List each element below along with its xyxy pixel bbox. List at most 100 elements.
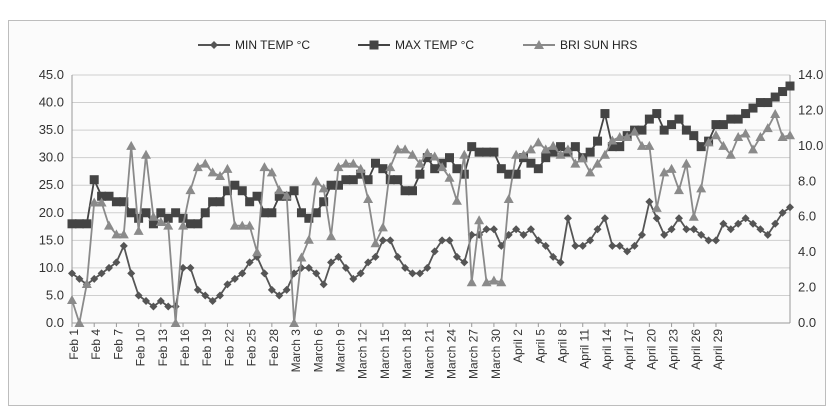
x-tick-label: Feb 19 (200, 329, 214, 367)
data-point-triangle (355, 163, 366, 173)
data-point-diamond (119, 241, 128, 250)
data-point-diamond (438, 236, 447, 245)
data-point-diamond (149, 302, 158, 311)
data-point-diamond (319, 280, 328, 289)
data-point-square (215, 197, 225, 207)
data-point-triangle (392, 144, 403, 154)
data-point-triangle (585, 167, 596, 177)
data-point-diamond (341, 263, 350, 272)
data-point-triangle (548, 140, 559, 150)
data-point-triangle (81, 279, 92, 289)
data-point-triangle (215, 170, 226, 180)
data-point-triangle (348, 158, 359, 168)
y-right-tick-label: 10.0 (798, 138, 823, 153)
data-point-diamond (541, 241, 550, 250)
data-point-square (570, 142, 580, 152)
data-point-square (785, 81, 795, 91)
data-point-square (370, 158, 380, 168)
y-left-tick-label: 0.0 (46, 315, 64, 330)
data-point-square (763, 98, 773, 108)
data-point-diamond (134, 291, 143, 300)
data-point-square (415, 169, 425, 179)
data-point-square (726, 114, 736, 124)
data-point-square (467, 142, 477, 152)
data-point-triangle (437, 162, 448, 172)
data-point-triangle (525, 144, 536, 154)
data-point-diamond (68, 269, 76, 278)
data-point-diamond (423, 263, 432, 272)
data-point-square (400, 186, 410, 196)
data-point-square (222, 186, 232, 196)
data-point-square (452, 164, 462, 174)
series-square (67, 81, 795, 229)
data-point-triangle (111, 229, 122, 239)
data-point-diamond (164, 302, 173, 311)
data-point-square (496, 164, 506, 174)
data-point-diamond (741, 214, 750, 223)
data-point-diamond (778, 208, 787, 217)
x-tick-label: April 26 (689, 329, 703, 370)
x-tick-label: March 24 (445, 329, 459, 379)
data-point-diamond (719, 219, 728, 228)
data-point-diamond (378, 236, 387, 245)
data-point-square (326, 180, 336, 190)
data-point-square (74, 219, 84, 229)
data-point-square (474, 147, 484, 157)
data-point-square (356, 169, 366, 179)
data-point-square (593, 136, 603, 146)
data-point-square (407, 186, 417, 196)
data-point-triangle (503, 194, 514, 203)
data-point-diamond (682, 225, 691, 234)
data-point-square (185, 219, 195, 229)
legend-item: BRI SUN HRS (523, 38, 637, 52)
data-point-diamond (386, 236, 395, 245)
data-point-square (369, 40, 379, 50)
data-point-diamond (371, 252, 380, 261)
y-left-tick-label: 45.0 (39, 67, 64, 82)
data-point-triangle (659, 167, 670, 177)
data-point-triangle (340, 158, 351, 168)
data-point-triangle (429, 151, 440, 161)
data-point-triangle (540, 144, 551, 154)
data-point-square (445, 153, 455, 163)
data-point-square (674, 114, 684, 124)
data-point-diamond (512, 225, 521, 234)
data-point-triangle (185, 185, 196, 195)
data-point-square (733, 114, 743, 124)
data-point-square (770, 92, 780, 102)
data-point-square (274, 191, 284, 201)
data-point-triangle (281, 190, 292, 200)
data-point-square (504, 169, 514, 179)
y-right-tick-label: 4.0 (798, 244, 816, 259)
data-point-triangle (274, 185, 285, 195)
x-tick-label: March 3 (289, 329, 303, 373)
data-point-diamond (534, 236, 543, 245)
data-point-square (541, 153, 551, 163)
x-tick-label: Feb 25 (245, 329, 259, 367)
data-point-triangle (126, 140, 137, 150)
data-point-square (230, 180, 240, 190)
data-point-diamond (245, 258, 254, 267)
data-point-diamond (756, 225, 765, 234)
data-point-diamond (504, 230, 513, 239)
data-point-diamond (645, 197, 654, 206)
x-tick-label: Feb 22 (222, 329, 236, 367)
data-point-square (526, 158, 536, 168)
y-left-tick-label: 10.0 (39, 260, 64, 275)
data-point-triangle (740, 128, 751, 138)
x-tick-label: March 6 (311, 329, 325, 373)
data-point-triangle (622, 132, 633, 141)
data-point-triangle (644, 140, 655, 150)
data-point-diamond (608, 241, 617, 250)
data-point-diamond (549, 252, 558, 261)
y-left-tick-label: 15.0 (39, 232, 64, 247)
data-point-triangle (155, 217, 166, 227)
data-point-triangle (200, 158, 211, 168)
data-point-square (245, 197, 255, 207)
data-point-triangle (422, 147, 433, 157)
y-left-tick-label: 30.0 (39, 150, 64, 165)
data-point-square (459, 169, 469, 179)
x-tick-label: April 2 (511, 329, 525, 363)
data-point-square (637, 125, 647, 135)
x-tick-label: April 20 (644, 329, 658, 370)
